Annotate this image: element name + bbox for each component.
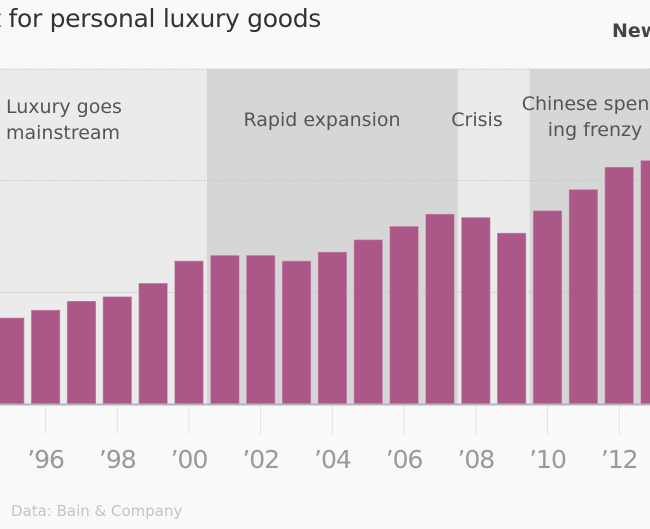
chart-title: rket for personal luxury goods: [0, 4, 322, 33]
bar-2004: [317, 251, 347, 405]
bar-1997: [66, 300, 96, 405]
bars: [0, 160, 650, 405]
x-tick-label-2000: ’00: [171, 445, 208, 474]
x-tick-label-2012: ’12: [601, 445, 638, 474]
bar-1996: [31, 309, 61, 405]
x-tick-label-2010: ’10: [529, 445, 566, 474]
period-label-line: Crisis: [451, 109, 502, 131]
bar-2005: [353, 239, 383, 405]
period-label-crisis: Crisis: [451, 109, 502, 131]
period-labels: Luxury goes mainstream Rapid expansion Cris…: [6, 93, 650, 144]
x-tick-label-1996: ’96: [27, 445, 64, 474]
period-label-luxury-goes-mainstream: Luxury goes mainstream: [6, 96, 122, 144]
bar-2000: [174, 260, 204, 405]
bar-2002: [246, 255, 276, 405]
period-label-line: Rapid expansion: [243, 109, 400, 131]
new-badge: New: [612, 20, 650, 42]
bar-2001: [210, 255, 240, 405]
x-tick-label-2004: ’04: [314, 445, 351, 474]
bar-1999: [138, 283, 168, 405]
bar-2013: [640, 160, 650, 405]
bar-2009: [497, 232, 527, 405]
bar-2012: [604, 166, 634, 405]
bar-2007: [425, 213, 455, 405]
x-tick-label-2002: ’02: [242, 445, 279, 474]
bar-2003: [281, 260, 312, 405]
period-label-line: Luxury goes: [6, 96, 122, 118]
period-label-rapid-expansion: Rapid expansion: [243, 109, 400, 131]
y-axis-unit-label: n: [0, 54, 1, 78]
data-source: Data: Bain & Company: [11, 502, 183, 520]
x-tick-label-2006: ’06: [386, 445, 423, 474]
x-axis: ’96 ’98 ’00 ’02 ’04 ’06 ’08 ’10 ’12: [0, 403, 650, 474]
x-tick-label-2008: ’08: [457, 445, 494, 474]
bar-2010: [532, 210, 563, 405]
x-tick-label-1998: ’98: [99, 445, 136, 474]
bar-1998: [102, 296, 132, 405]
bar-1995: [0, 317, 25, 405]
bar-2011: [568, 189, 598, 405]
period-label-line: mainstream: [6, 122, 120, 144]
bar-2008: [461, 217, 491, 405]
period-label-line: ing frenzy: [548, 119, 642, 141]
bar-2006: [389, 226, 419, 405]
period-label-line: Chinese spend-: [522, 93, 650, 115]
period-label-chinese-spending-frenzy: Chinese spend-ing frenzy: [522, 93, 650, 141]
